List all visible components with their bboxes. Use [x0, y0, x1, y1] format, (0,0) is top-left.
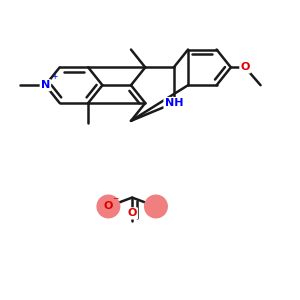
Circle shape: [145, 195, 167, 218]
Text: N: N: [41, 80, 50, 90]
Text: O: O: [128, 208, 137, 218]
Text: +: +: [51, 72, 58, 81]
Circle shape: [97, 195, 120, 218]
Text: −: −: [112, 194, 119, 203]
Text: O: O: [240, 62, 250, 72]
Text: O: O: [104, 202, 113, 212]
Text: NH: NH: [164, 98, 183, 108]
